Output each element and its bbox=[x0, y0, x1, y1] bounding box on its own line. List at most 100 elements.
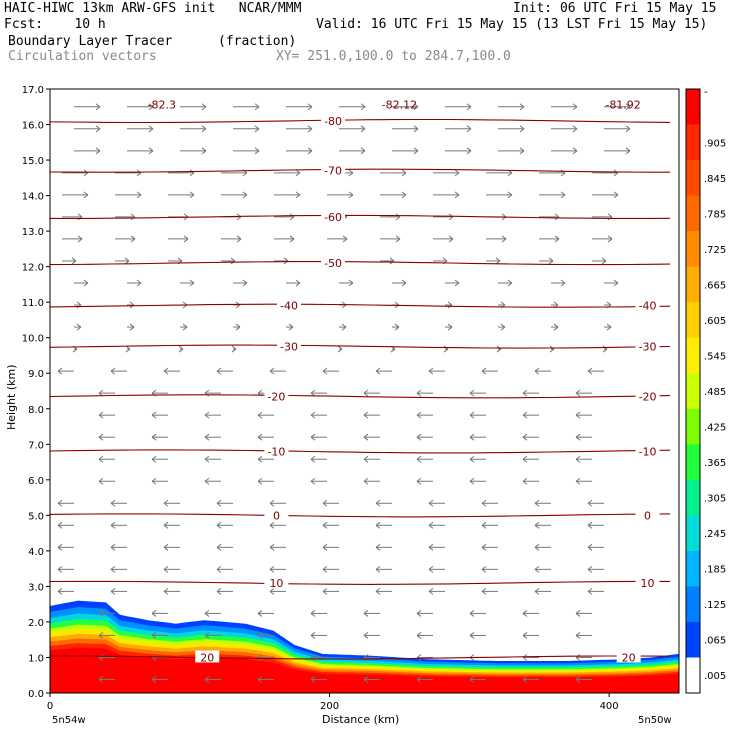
circulation-vector bbox=[110, 521, 127, 529]
vector-head bbox=[163, 502, 169, 507]
vector-head bbox=[151, 458, 157, 463]
circulation-vector bbox=[445, 301, 453, 309]
circulation-vector bbox=[416, 455, 433, 463]
vector-head bbox=[110, 521, 116, 526]
vector-head bbox=[466, 125, 472, 130]
vector-head bbox=[295, 279, 301, 284]
circulation-vector bbox=[392, 147, 419, 155]
vector-head bbox=[416, 676, 422, 680]
circulation-vector bbox=[433, 191, 460, 199]
vector-head bbox=[341, 326, 347, 331]
vector-head bbox=[310, 480, 316, 485]
vector-head bbox=[500, 301, 506, 306]
vector-head bbox=[136, 194, 142, 199]
vector-head bbox=[416, 613, 422, 617]
circulation-vector bbox=[587, 587, 604, 595]
vector-head bbox=[269, 587, 275, 592]
circulation-vector bbox=[416, 632, 433, 639]
circulation-vector bbox=[575, 411, 592, 419]
circulation-vector bbox=[445, 125, 472, 133]
colorbar-label: .065 bbox=[704, 636, 726, 647]
contour-label-bg bbox=[277, 339, 302, 352]
vector-head bbox=[575, 632, 581, 636]
vector-head bbox=[395, 238, 401, 243]
vector-head bbox=[130, 213, 136, 218]
vector-head bbox=[469, 389, 475, 394]
circulation-vector bbox=[327, 235, 348, 243]
vector-head bbox=[257, 411, 263, 416]
circulation-vector bbox=[486, 191, 513, 199]
vector-head bbox=[363, 389, 369, 394]
circulation-vector bbox=[57, 367, 74, 375]
vector-head bbox=[501, 235, 507, 240]
vector-head bbox=[389, 257, 395, 262]
vector-head bbox=[560, 279, 566, 284]
vector-head bbox=[601, 257, 607, 262]
circulation-vector bbox=[127, 103, 154, 111]
vector-head bbox=[235, 304, 241, 309]
vector-head bbox=[242, 282, 248, 287]
vector-head bbox=[257, 433, 263, 438]
circulation-vector bbox=[216, 499, 233, 507]
vector-head bbox=[522, 389, 528, 394]
y-tick-label: 13.0 bbox=[22, 227, 44, 238]
vector-head bbox=[177, 257, 183, 262]
vector-head bbox=[310, 632, 316, 636]
circulation-vector bbox=[469, 632, 486, 639]
vector-head bbox=[269, 502, 275, 507]
vector-head bbox=[466, 150, 472, 155]
circulation-vector bbox=[322, 521, 339, 529]
vector-head bbox=[307, 125, 313, 130]
circulation-vector bbox=[151, 610, 168, 617]
contour-label-bg bbox=[635, 575, 660, 588]
vector-head bbox=[522, 411, 528, 416]
circulation-vector bbox=[416, 433, 433, 441]
vector-head bbox=[307, 147, 313, 152]
vector-head bbox=[204, 676, 210, 680]
vector-head bbox=[348, 279, 354, 284]
colorbar-swatch bbox=[686, 266, 700, 303]
circulation-vector bbox=[339, 147, 366, 155]
circulation-vector bbox=[416, 389, 433, 397]
circulation-vector bbox=[322, 565, 339, 573]
vector-head bbox=[242, 191, 248, 196]
vector-head bbox=[575, 635, 581, 639]
vector-head bbox=[257, 610, 263, 614]
vector-head bbox=[519, 125, 525, 130]
vector-head bbox=[310, 635, 316, 639]
colorbar-swatch bbox=[686, 373, 700, 410]
circulation-vector bbox=[269, 367, 286, 375]
colorbar-swatch bbox=[686, 586, 700, 623]
circulation-vectors bbox=[57, 103, 631, 683]
vector-head bbox=[363, 679, 369, 683]
vector-head bbox=[625, 125, 631, 130]
x-start-location: 5n54w bbox=[52, 715, 86, 726]
vector-head bbox=[394, 326, 400, 331]
circulation-vector bbox=[221, 235, 242, 243]
vector-head bbox=[522, 632, 528, 636]
isotherm--10 bbox=[49, 449, 671, 454]
vector-head bbox=[98, 436, 104, 441]
colorbar-swatch bbox=[686, 479, 700, 516]
vector-head bbox=[110, 568, 116, 573]
vector-head bbox=[163, 543, 169, 548]
vector-head bbox=[83, 194, 89, 199]
vector-head bbox=[163, 546, 169, 551]
vector-head bbox=[236, 216, 242, 221]
vector-head bbox=[98, 657, 104, 661]
circulation-vector bbox=[551, 103, 578, 111]
contour-label: -10 bbox=[267, 445, 285, 458]
vector-head bbox=[375, 499, 381, 504]
contour-label: 20 bbox=[200, 651, 214, 664]
y-tick-label: 15.0 bbox=[22, 156, 44, 167]
colorbar-swatch bbox=[686, 515, 700, 552]
vector-head bbox=[257, 632, 263, 636]
vector-head bbox=[575, 389, 581, 394]
y-tick-label: 2.0 bbox=[28, 618, 44, 629]
vector-head bbox=[322, 590, 328, 595]
circulation-vector bbox=[428, 565, 445, 573]
vector-head bbox=[151, 613, 157, 617]
circulation-vector bbox=[469, 455, 486, 463]
vector-head bbox=[500, 326, 506, 331]
vector-head bbox=[310, 411, 316, 416]
